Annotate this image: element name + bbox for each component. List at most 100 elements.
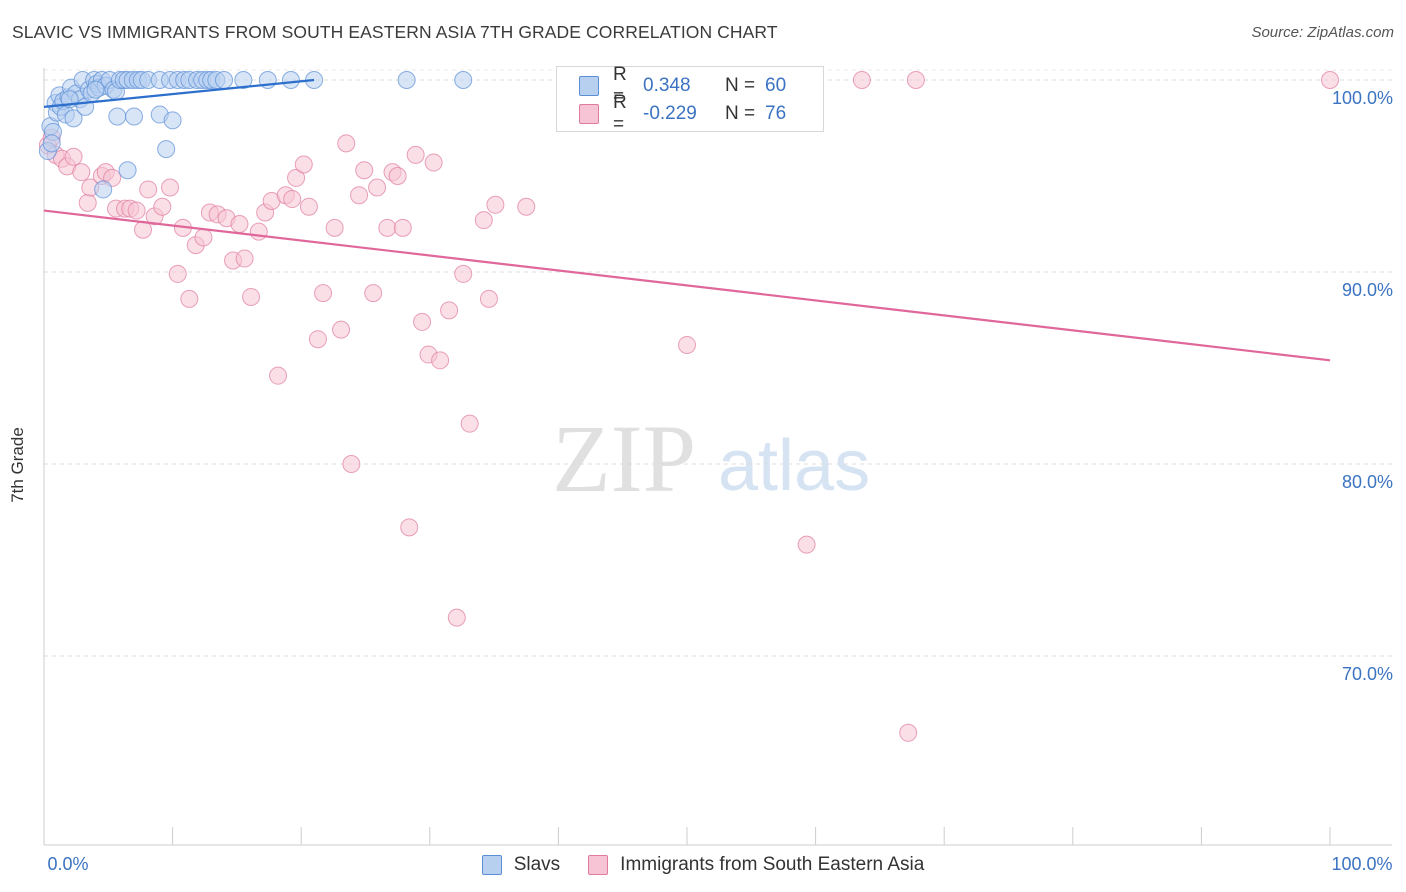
trend-lines: [43, 78, 1331, 362]
chart-title: SLAVIC VS IMMIGRANTS FROM SOUTH EASTERN …: [12, 22, 778, 42]
slavs-point: [157, 140, 176, 159]
immigrants-point: [906, 71, 925, 89]
immigrants-point: [161, 178, 180, 197]
immigrants-trend-line: [43, 209, 1331, 362]
slavs-point: [234, 71, 253, 89]
immigrants-point: [378, 218, 397, 237]
immigrants-point: [388, 167, 407, 185]
immigrants-point: [325, 218, 344, 237]
legend-row-immigrants: R = -0.229 N = 76: [579, 92, 787, 135]
slavs-swatch-icon: [481, 855, 502, 875]
immigrants-point: [368, 178, 387, 197]
immigrants-point: [64, 147, 83, 166]
immigrants-point: [460, 414, 479, 433]
immigrants-point: [194, 228, 213, 247]
source-note: Source: ZipAtlas.com: [1251, 24, 1394, 41]
immigrants-point: [424, 153, 443, 172]
immigrants-point: [447, 608, 466, 627]
immigrants-point: [517, 197, 536, 216]
y-tick-label: 80.0%: [1342, 472, 1393, 492]
tick-labels: 100.0% 90.0% 80.0% 70.0% 0.0% 100.0%: [47, 88, 1393, 874]
correlation-legend: R = 0.348 N = 60 R = -0.229 N = 76: [556, 64, 824, 135]
immigrants-point: [153, 197, 172, 216]
watermark-zip: ZIP: [552, 405, 696, 512]
immigrants-point: [797, 535, 816, 554]
immigrants-point: [486, 195, 505, 214]
immigrants-point: [1321, 71, 1339, 89]
slavs-point: [163, 111, 182, 130]
y-tick-label: 70.0%: [1342, 664, 1393, 684]
immigrants-point: [479, 289, 498, 308]
immigrants-point: [678, 335, 696, 354]
slavs-trend-line: [43, 78, 315, 108]
legend-label: Slavs: [513, 854, 561, 875]
legend-row-slavs: R = 0.348 N = 60: [579, 64, 786, 107]
immigrants-point: [350, 186, 369, 205]
immigrants-point: [242, 287, 261, 306]
immigrants-point: [139, 180, 158, 199]
immigrants-point: [168, 264, 187, 283]
immigrants-point: [852, 71, 871, 89]
immigrants-point: [440, 301, 459, 320]
immigrants-point: [127, 201, 146, 220]
slavs-swatch-icon: [579, 76, 599, 96]
watermark-atlas: atlas: [718, 426, 870, 506]
legend-item-immigrants[interactable]: Immigrants from South Eastern Asia: [588, 854, 924, 876]
n-label: N =: [725, 75, 756, 96]
x-tick-label: 100.0%: [1331, 854, 1392, 874]
immigrants-point: [899, 723, 918, 742]
r-value: 0.348: [643, 75, 691, 96]
immigrants-point: [454, 264, 473, 283]
immigrants-point: [269, 366, 288, 385]
slavs-point: [118, 161, 137, 180]
immigrants-point: [287, 168, 306, 187]
legend-label: Immigrants from South Eastern Asia: [620, 854, 925, 875]
x-tick-label: 0.0%: [47, 854, 88, 874]
legend-item-slavs[interactable]: Slavs: [481, 854, 561, 876]
watermark: ZIP atlas: [552, 405, 870, 512]
immigrants-point: [230, 215, 249, 233]
immigrants-point: [249, 222, 268, 241]
immigrants-point: [314, 284, 333, 303]
r-label: R =: [613, 92, 627, 135]
slavs-point: [94, 180, 113, 199]
slavs-point: [397, 71, 416, 89]
immigrants-point: [308, 330, 327, 349]
slavs-point: [215, 71, 234, 89]
immigrants-point: [283, 190, 302, 209]
slavs-point: [86, 80, 105, 99]
immigrants-point: [413, 312, 432, 331]
immigrants-point: [337, 134, 356, 153]
immigrants-point: [78, 193, 97, 212]
data-points: [38, 71, 1339, 742]
immigrants-point: [431, 351, 450, 370]
immigrants-point: [393, 218, 412, 237]
n-value: 76: [765, 103, 787, 124]
immigrants-point: [180, 289, 199, 308]
r-value: -0.229: [643, 103, 697, 124]
y-tick-label: 100.0%: [1332, 88, 1393, 108]
immigrants-point: [364, 284, 383, 303]
immigrants-point: [332, 320, 351, 339]
y-tick-label: 90.0%: [1342, 280, 1393, 300]
immigrants-point: [406, 145, 425, 164]
immigrants-point: [474, 211, 493, 230]
n-label: N =: [725, 103, 756, 124]
immigrants-point: [342, 455, 361, 473]
series-legend: Slavs Immigrants from South Eastern Asia: [0, 850, 1406, 880]
slavs-point: [281, 71, 300, 89]
immigrants-point: [294, 155, 313, 174]
slavs-point: [64, 109, 83, 128]
immigrants-point: [72, 163, 91, 182]
immigrants-point: [355, 161, 374, 180]
slavs-point: [125, 107, 144, 126]
slavs-point: [454, 71, 473, 89]
immigrants-swatch-icon: [579, 104, 599, 124]
axes: [43, 68, 1392, 846]
immigrants-point: [235, 249, 254, 268]
gridlines: [44, 69, 1392, 657]
slavs-point: [42, 134, 61, 153]
r-label: R =: [613, 64, 627, 107]
immigrants-swatch-icon: [588, 855, 609, 875]
